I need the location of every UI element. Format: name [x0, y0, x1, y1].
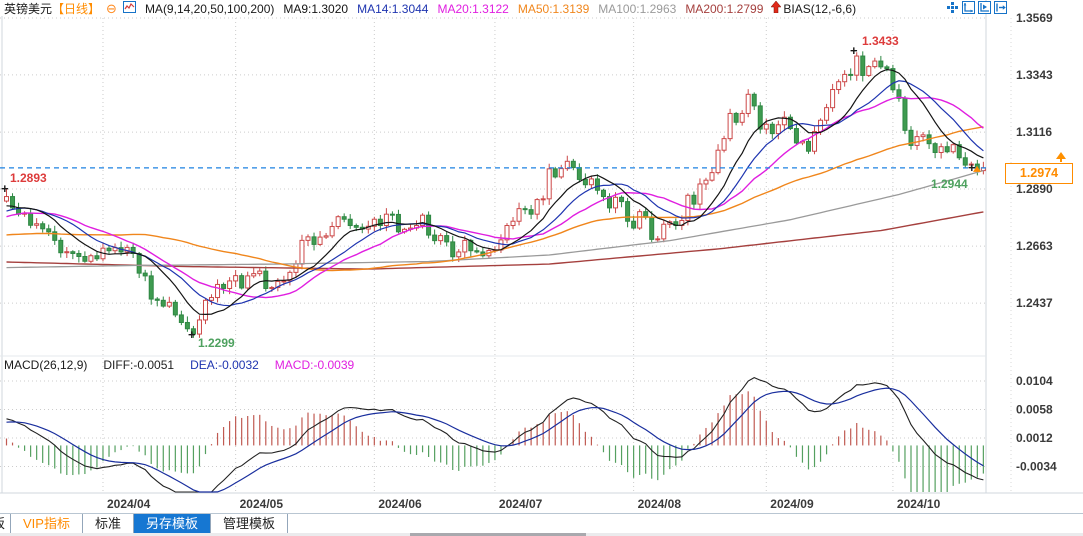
ma9-value: MA9:1.3020: [283, 1, 349, 16]
bias-indicator-label[interactable]: BIAS(12,-6,6): [783, 1, 857, 16]
ma200-value: MA200:1.2799: [685, 1, 764, 16]
chart-type-icon[interactable]: [122, 1, 136, 16]
macd-settings-label[interactable]: MACD(26,12,9): [4, 358, 88, 372]
time-tick-label: 2024/05: [240, 497, 284, 511]
macd-tick-label: 0.0104: [1016, 374, 1053, 388]
template-tabbar: 板 VIP指标 标准 另存模板 管理模板: [0, 513, 1083, 534]
macd-tick-label: 0.0012: [1016, 431, 1053, 445]
period-high-marker: +: [850, 43, 858, 58]
symbol-name: 英镑美元: [4, 2, 53, 16]
macd-tick-label: 0.0058: [1016, 403, 1053, 417]
macd-diff-value: DIFF:-0.0051: [103, 358, 175, 372]
exit-right-icon[interactable]: [994, 1, 1007, 14]
scrollbar-thumb[interactable]: [410, 533, 586, 536]
macd-macd-value: MACD:-0.0039: [274, 358, 355, 372]
tab-vip-indicators[interactable]: VIP指标: [11, 514, 83, 533]
time-tick-label: 2024/04: [107, 497, 151, 511]
tab-cutoff[interactable]: 板: [0, 514, 11, 533]
time-tick-label: 2024/06: [378, 497, 422, 511]
red-up-arrow-icon: [770, 0, 782, 16]
macd-header: MACD(26,12,9) DIFF:-0.0051 DEA:-0.0032 M…: [4, 358, 354, 372]
chart-toolbar: [946, 1, 1007, 14]
price-up-arrow-icon: [1056, 152, 1066, 159]
bottom-scrollbar[interactable]: [0, 533, 1083, 536]
time-tick-label: 2024/09: [770, 497, 814, 511]
price-tick-label: 1.3569: [1016, 11, 1053, 25]
period-low-marker: +: [188, 327, 196, 342]
chart-header: 英镑美元 【日线】 ⊖ MA(9,14,20,50,100,200) MA9:1…: [4, 0, 857, 16]
y-axis-scale-icon[interactable]: [962, 1, 975, 14]
x-axis-scale-icon[interactable]: [978, 1, 991, 14]
price-tick-label: 1.2663: [1016, 239, 1053, 253]
ma100-value: MA100:1.2963: [598, 1, 677, 16]
macd-dea-value: DEA:-0.0032: [190, 358, 259, 372]
ma20-value: MA20:1.3122: [437, 1, 509, 16]
period-low-annotation: 1.2299: [198, 336, 235, 350]
tab-standard[interactable]: 标准: [83, 514, 134, 533]
period-high-annotation: 1.3433: [862, 34, 899, 48]
grid-layout-icon[interactable]: [946, 1, 959, 14]
ma-settings-label[interactable]: MA(9,14,20,50,100,200): [144, 1, 275, 16]
time-tick-label: 2024/07: [499, 497, 543, 511]
price-tick-label: 1.3116: [1016, 125, 1052, 139]
tab-manage-templates[interactable]: 管理模板: [211, 514, 289, 533]
recent-low-annotation: 1.2944: [931, 177, 968, 191]
price-tick-label: 1.3343: [1016, 68, 1053, 82]
current-price-tag: 1.2974: [1005, 163, 1073, 184]
recent-low-marker: +: [968, 160, 976, 175]
price-up-arrow-stem: [1060, 158, 1062, 162]
ma14-value: MA14:1.3044: [357, 1, 429, 16]
time-tick-label: 2024/08: [638, 497, 682, 511]
time-tick-label: 2024/10: [897, 497, 941, 511]
price-tick-label: 1.2437: [1016, 296, 1053, 310]
macd-tick-label: -0.0034: [1016, 460, 1057, 474]
price-tick-label: 1.2890: [1016, 182, 1053, 196]
tab-save-template[interactable]: 另存模板: [133, 514, 211, 533]
collapse-indicator-icon[interactable]: ⊖: [106, 0, 117, 16]
left-high-marker: +: [1, 181, 9, 196]
period-label[interactable]: 【日线】: [52, 2, 101, 16]
ma50-value: MA50:1.3139: [517, 1, 590, 16]
left-high-annotation: 1.2893: [10, 171, 47, 185]
